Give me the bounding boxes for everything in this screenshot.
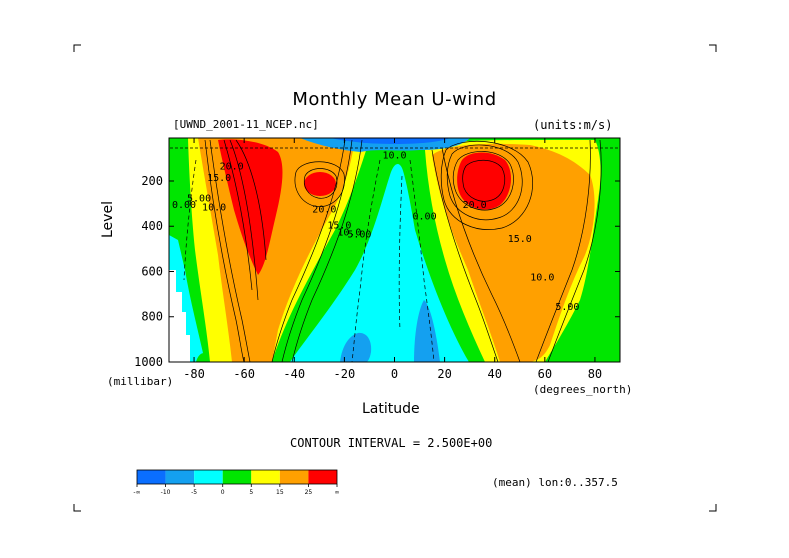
colorbar-swatch: [137, 470, 166, 484]
dataset-label: [UWND_2001-11_NCEP.nc]: [173, 118, 319, 131]
y-tick-label: 200: [141, 174, 163, 188]
contour-label: 5.00: [347, 230, 371, 241]
colorbar-swatch: [308, 470, 337, 484]
colorbar-label: 5: [249, 489, 253, 496]
blue-patch-2: [414, 300, 440, 362]
x-axis-ticks: -80 -60 -40 -20 0 20 40 60 80: [183, 138, 602, 381]
green-patch-low: [196, 353, 210, 362]
x-tick-label: 80: [588, 367, 602, 381]
y-axis-ticks: 200 400 600 800 1000: [134, 174, 620, 369]
contour-label: 5.00: [555, 302, 579, 313]
dark-blue-top: [330, 138, 450, 144]
x-axis-unit: (degrees_north): [533, 383, 633, 396]
contour-label: 5.00: [187, 193, 211, 204]
contour-label: 15.0: [207, 173, 231, 184]
colorbar-label: ∞: [335, 489, 340, 496]
mean-lon-label: (mean) lon:0..357.5: [492, 476, 618, 489]
contour-label: 10.0: [202, 202, 226, 213]
contour-label: -5.00: [410, 130, 440, 141]
x-tick-label: 0: [391, 367, 398, 381]
x-tick-label: -80: [183, 367, 205, 381]
contour-labels: -5.0010.020.015.010.05.000.005.0010.015.…: [172, 130, 579, 313]
contour-label: 15.0: [327, 221, 351, 232]
x-tick-label: 60: [538, 367, 552, 381]
colorbar-label: 15: [276, 489, 284, 496]
x-tick-label: 20: [437, 367, 451, 381]
contour-label: 0.00: [413, 211, 437, 222]
red-core-north: [457, 152, 512, 210]
colorbar-label: -5: [191, 489, 197, 496]
chart-title: Monthly Mean U-wind: [292, 89, 497, 110]
contour-label: 20.0: [312, 205, 336, 216]
contour-interval-label: CONTOUR INTERVAL = 2.500E+00: [290, 436, 493, 450]
colorbar-swatch: [165, 470, 195, 484]
colorbar-label: -10: [161, 489, 171, 496]
colorbar-frame: [136, 469, 338, 485]
contour-label: 20.0: [220, 162, 244, 173]
filled-contours: -5.0010.020.015.010.05.000.005.0010.015.…: [169, 130, 620, 362]
colorbar-label: 0: [221, 489, 225, 496]
x-tick-label: -60: [233, 367, 255, 381]
contour-label: 10.0: [337, 227, 361, 238]
colorbar: -∞ -10 -5 0 5 15 25 ∞: [133, 469, 340, 496]
x-tick-label: 40: [487, 367, 501, 381]
colorbar-swatch: [251, 470, 280, 484]
y-tick-label: 600: [141, 264, 163, 278]
red-core-south: [218, 139, 283, 275]
contour-label: 15.0: [508, 234, 532, 245]
colorbar-swatch: [222, 470, 252, 484]
colorbar-label: 25: [305, 489, 313, 496]
contour-lines: [170, 139, 620, 362]
contour-label: 10.0: [382, 150, 406, 161]
units-label: (units:m/s): [533, 118, 613, 132]
contour-label: 20.0: [463, 200, 487, 211]
y-tick-label: 400: [141, 219, 163, 233]
missing-data: [169, 270, 190, 362]
negative-contours: [183, 159, 435, 362]
colorbar-swatch: [279, 470, 309, 484]
y-tick-label: 1000: [134, 355, 163, 369]
y-axis-unit: (millibar): [107, 375, 174, 388]
x-tick-label: -40: [283, 367, 305, 381]
red-core-south-secondary: [304, 172, 336, 196]
colorbar-label: -∞: [133, 489, 140, 496]
contour-label: 10.0: [530, 273, 554, 284]
y-tick-label: 800: [141, 310, 163, 324]
x-tick-label: -20: [334, 367, 356, 381]
x-axis-label: Latitude: [362, 401, 420, 417]
blue-patch-1: [340, 332, 372, 362]
colorbar-swatch: [194, 470, 223, 484]
corner-marks: [73, 44, 717, 512]
contour-label: 0.00: [172, 200, 196, 211]
